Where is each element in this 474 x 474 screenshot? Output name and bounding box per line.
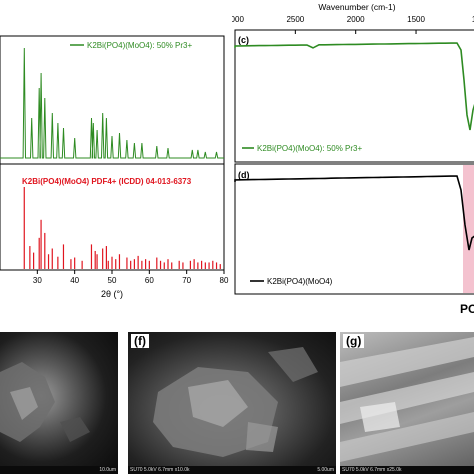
sem-g-label: (g): [343, 334, 365, 348]
sem-e-scale: 10.0um: [99, 467, 116, 473]
sem-f-footer: SU70 5.0kV 6.7mm x10.0k 5.00um: [128, 466, 336, 474]
xrd-tick-label: 40: [70, 276, 79, 285]
ir-chart: Wavenumber (cm-1) 3000 2500 2000 1500 10 (c)…: [232, 2, 474, 316]
sem-e-footer: 10.0um: [0, 466, 118, 474]
xrd-x-label: 2θ (°): [101, 289, 123, 299]
xrd-tick-label: 60: [145, 276, 154, 285]
ir-tick-label: 3000: [232, 15, 244, 24]
ir-x-title: Wavenumber (cm-1): [318, 2, 395, 12]
po-band-label: PO: [460, 302, 474, 316]
sem-f-particles: [153, 347, 318, 457]
sem-e-particles: [0, 362, 90, 442]
ir-c-label: (c): [238, 35, 249, 45]
ir-d-label: (d): [238, 170, 250, 180]
ir-tick-label: 10: [472, 15, 474, 24]
sem-image-f: (f) SU70 5.0kV 6.7mm x10.0k 5.00um: [128, 332, 336, 474]
xrd-tick-label: 80: [220, 276, 229, 285]
xrd-reference-bars: [23, 187, 221, 269]
po-band-highlight: [463, 165, 474, 293]
sem-f-scale: 5.00um: [317, 467, 334, 473]
ir-d-legend: K2Bi(PO4)(MoO4): [267, 277, 333, 286]
xrd-top-pattern: [0, 47, 224, 159]
xrd-x-ticks: 30 40 50 60 70 80: [33, 270, 229, 285]
xrd-tick-label: 50: [108, 276, 117, 285]
ir-x-ticks: 3000 2500 2000 1500 10: [232, 15, 474, 34]
xrd-ref-legend: K2Bi(PO4)(MoO4) PDF4+ (ICDD) 04-013-6373: [22, 177, 192, 186]
ir-c-spectrum: [234, 42, 474, 131]
xrd-chart: 30 40 50 60 70 80 K2Bi(PO4)(MoO4): 50% Pr3+ K…: [0, 35, 229, 299]
sem-g-layers: [340, 337, 474, 462]
ir-c-frame: [234, 29, 474, 163]
ir-d-spectrum: [234, 175, 474, 251]
ir-tick-label: 2500: [286, 15, 304, 24]
sem-image-g: (g) SU70 5.0kV 6.7mm x25.0k: [340, 332, 474, 474]
ir-c-legend: K2Bi(PO4)(MoO4): 50% Pr3+: [257, 144, 362, 153]
sem-g-footer: SU70 5.0kV 6.7mm x25.0k: [340, 466, 474, 474]
sem-image-e: 10.0um: [0, 332, 118, 474]
xrd-top-line: [0, 47, 224, 159]
xrd-tick-label: 30: [33, 276, 42, 285]
ir-tick-label: 2000: [347, 15, 365, 24]
xrd-top-legend: K2Bi(PO4)(MoO4): 50% Pr3+: [87, 41, 192, 50]
xrd-tick-label: 70: [182, 276, 191, 285]
ir-tick-label: 1500: [407, 15, 425, 24]
sem-f-label: (f): [131, 334, 149, 348]
ir-d-frame: [234, 163, 474, 295]
